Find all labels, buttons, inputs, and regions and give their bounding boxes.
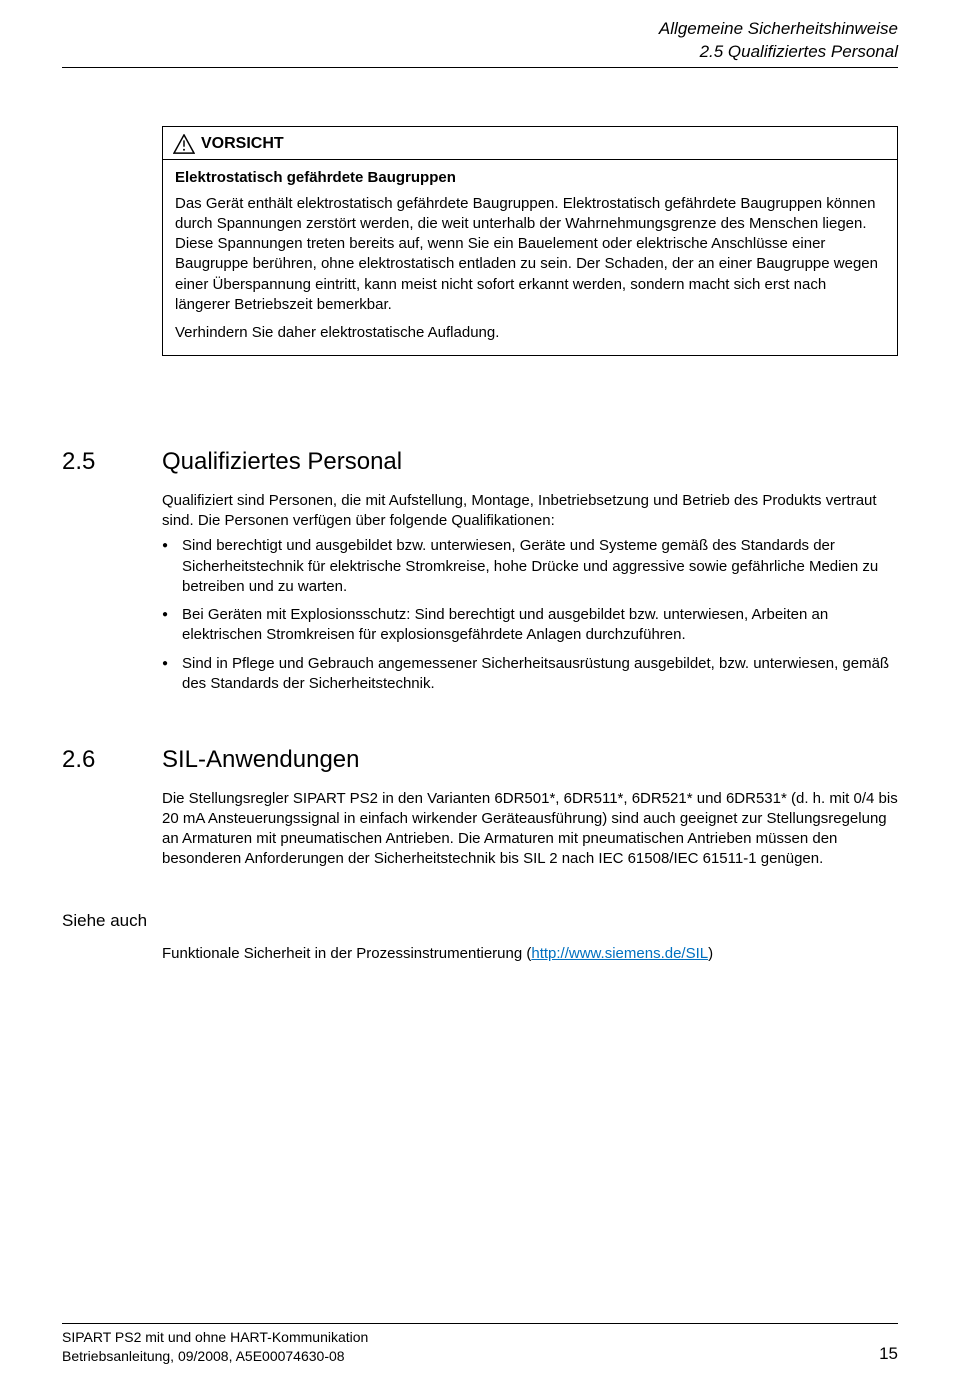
section-number: 2.6 [62,744,162,776]
section-body: Qualifiziert sind Personen, die mit Aufs… [162,491,898,694]
see-also-section: Siehe auch Funktionale Sicherheit in der… [62,910,898,965]
page-header: Allgemeine Sicherheitshinweise 2.5 Quali… [62,18,898,64]
section-header: 2.6 SIL-Anwendungen [62,744,898,776]
warning-title: Elektrostatisch gefährdete Baugruppen [175,168,885,188]
list-item: Bei Geräten mit Explosionsschutz: Sind b… [162,605,898,646]
warning-text-2: Verhindern Sie daher elektrostatische Au… [175,323,885,343]
list-item: Sind berechtigt und ausgebildet bzw. unt… [162,536,898,597]
list-item: Sind in Pflege und Gebrauch angemessener… [162,654,898,695]
section-2-5: 2.5 Qualifiziertes Personal Qualifiziert… [62,446,898,694]
warning-body: Elektrostatisch gefährdete Baugruppen Da… [163,160,897,355]
footer-line-2: Betriebsanleitung, 09/2008, A5E00074630-… [62,1347,368,1366]
footer-line-1: SIPART PS2 mit und ohne HART-Kommunikati… [62,1328,368,1347]
warning-header: VORSICHT [163,127,897,161]
section-number: 2.5 [62,446,162,478]
caution-icon [173,134,195,154]
see-also-body: Funktionale Sicherheit in der Prozessins… [162,944,898,964]
footer-left: SIPART PS2 mit und ohne HART-Kommunikati… [62,1328,368,1366]
footer-page-number: 15 [879,1343,898,1366]
section-body: Die Stellungsregler SIPART PS2 in den Va… [162,789,898,870]
see-also-suffix: ) [708,945,713,962]
header-title: Allgemeine Sicherheitshinweise [62,18,898,41]
section-text: Die Stellungsregler SIPART PS2 in den Va… [162,789,898,870]
see-also-heading: Siehe auch [62,910,898,933]
warning-box: VORSICHT Elektrostatisch gefährdete Baug… [162,126,898,357]
section-title: SIL-Anwendungen [162,744,359,776]
section-title: Qualifiziertes Personal [162,446,402,478]
header-rule [62,67,898,68]
section-header: 2.5 Qualifiziertes Personal [62,446,898,478]
see-also-prefix: Funktionale Sicherheit in der Prozessins… [162,945,531,962]
warning-label: VORSICHT [201,133,284,155]
header-subtitle: 2.5 Qualifiziertes Personal [62,41,898,64]
page-footer: SIPART PS2 mit und ohne HART-Kommunikati… [62,1323,898,1366]
section-intro: Qualifiziert sind Personen, die mit Aufs… [162,491,898,532]
warning-text-1: Das Gerät enthält elektrostatisch gefähr… [175,194,885,316]
sil-link[interactable]: http://www.siemens.de/SIL [531,945,708,962]
section-2-6: 2.6 SIL-Anwendungen Die Stellungsregler … [62,744,898,869]
bullet-list: Sind berechtigt und ausgebildet bzw. unt… [162,536,898,694]
